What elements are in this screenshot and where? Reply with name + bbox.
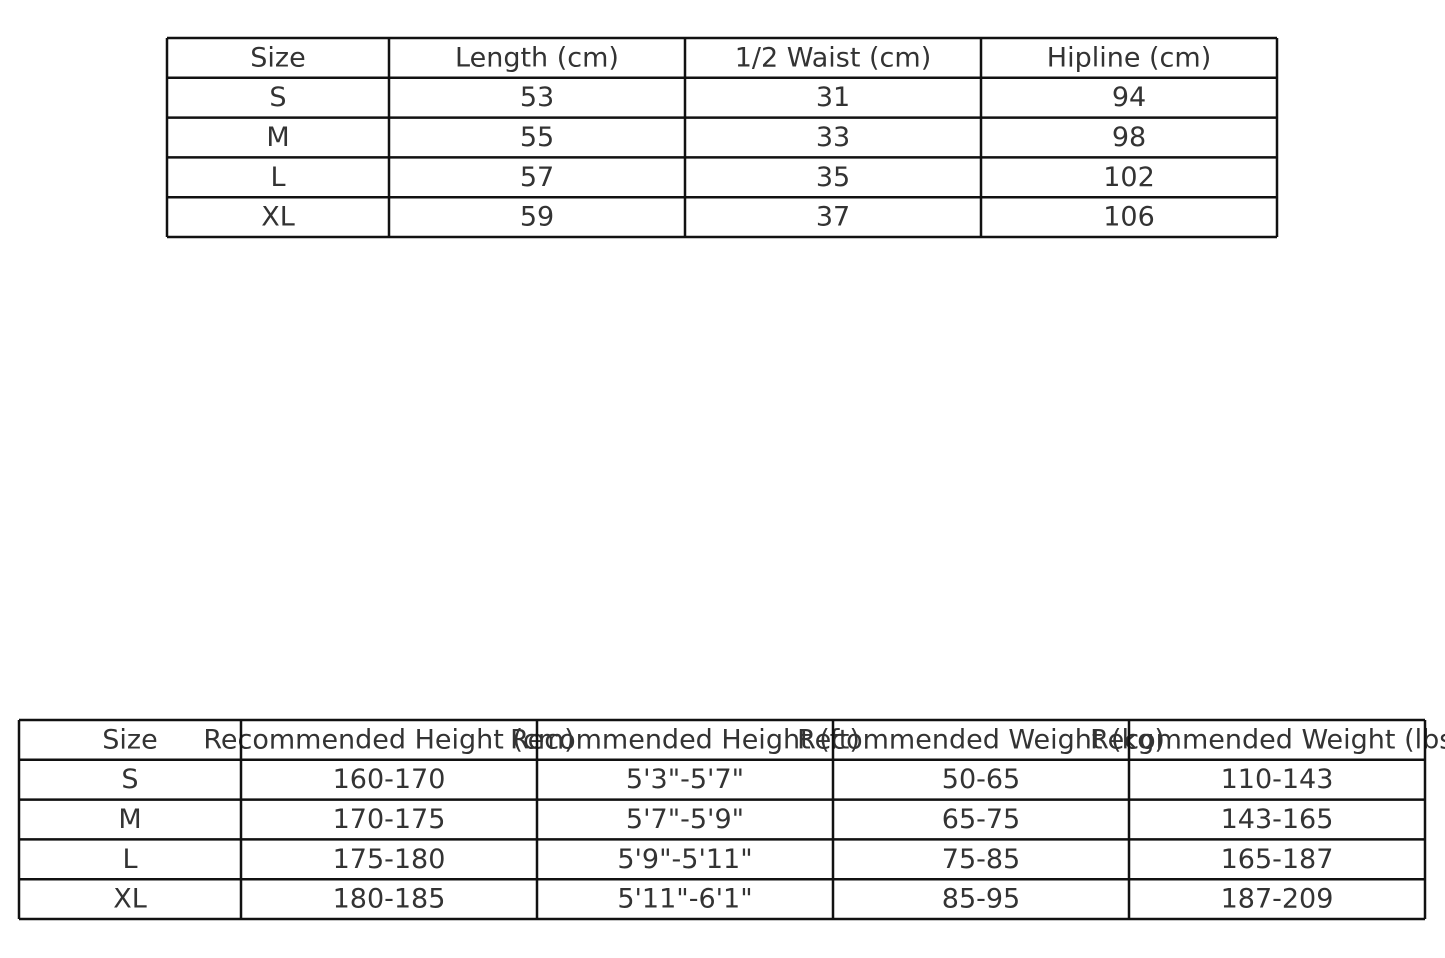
table-cell: M	[118, 804, 141, 835]
table-cell: 94	[1112, 82, 1146, 113]
header-cell: Size	[102, 724, 157, 755]
table-cell: 160-170	[333, 764, 446, 795]
table-cell: L	[270, 162, 285, 193]
table-cell: 37	[816, 202, 850, 233]
table-cell: 102	[1103, 162, 1155, 193]
table-cell: 50-65	[942, 764, 1020, 795]
table-cell: 55	[520, 122, 554, 153]
table-cell: 175-180	[333, 844, 446, 875]
table-cell: 59	[520, 202, 554, 233]
table-cell: 33	[816, 122, 850, 153]
table-cell: 180-185	[333, 884, 446, 915]
table-cell: 170-175	[333, 804, 446, 835]
table: Size Length (cm) 1/2 Waist (cm) Hipline (cm…	[165, 36, 1279, 239]
table-cell: 187-209	[1221, 884, 1334, 915]
table-cell: 98	[1112, 122, 1146, 153]
table: Size Recommended Height (cm)Recommended H…	[17, 718, 1445, 921]
header-cell: Recommended Height (ft)	[510, 724, 860, 755]
table-cell: XL	[113, 884, 147, 915]
table-cell: 5'3"-5'7"	[626, 764, 744, 795]
table-cell: 31	[816, 82, 850, 113]
table-cell: 5'11"-6'1"	[617, 884, 752, 915]
table-cell: XL	[261, 202, 295, 233]
table-cell: 165-187	[1221, 844, 1334, 875]
header-cell: Length (cm)	[455, 42, 619, 73]
header-cell: Size	[250, 42, 305, 73]
table-cell: 65-75	[942, 804, 1020, 835]
header-cell: Hipline (cm)	[1047, 42, 1211, 73]
table-cell: 110-143	[1221, 764, 1334, 795]
header-cell: Recommended Weight (kg)	[797, 724, 1165, 755]
table-cell: 106	[1103, 202, 1155, 233]
table-cell: 5'9"-5'11"	[617, 844, 752, 875]
table-cell: L	[122, 844, 137, 875]
table-cell: S	[121, 764, 138, 795]
table-cell: 75-85	[942, 844, 1020, 875]
table-cell: M	[266, 122, 289, 153]
table-cell: 85-95	[942, 884, 1020, 915]
table-cell: 35	[816, 162, 850, 193]
header-cell: 1/2 Waist (cm)	[735, 42, 932, 73]
table-cell: 5'7"-5'9"	[626, 804, 744, 835]
header-cell: Recommended Height (cm)	[203, 724, 574, 755]
table-cell: 57	[520, 162, 554, 193]
header-cell: Recommended Weight (lbs)	[1090, 724, 1445, 755]
table-cell: 143-165	[1221, 804, 1334, 835]
table-cell: 53	[520, 82, 554, 113]
table-cell: S	[269, 82, 286, 113]
